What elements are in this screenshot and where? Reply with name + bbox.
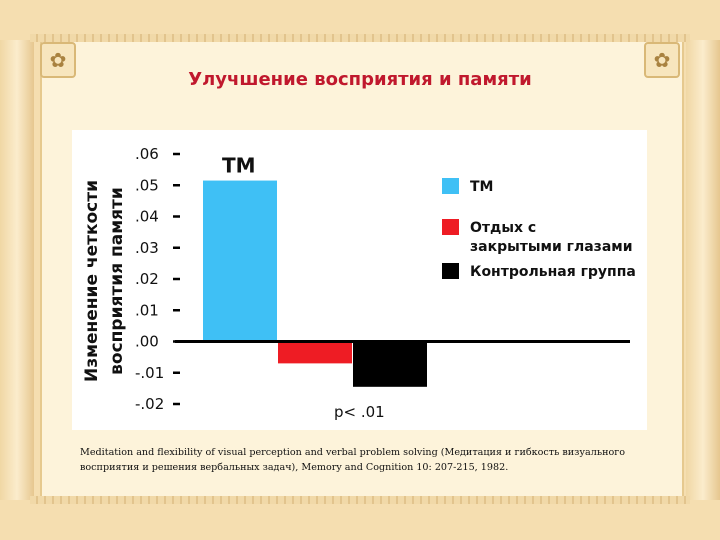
flower-ornament-icon: ✿: [644, 42, 680, 78]
bar-3: [353, 341, 427, 387]
y-axis-label: Изменение четкости: [82, 180, 102, 382]
y-tick-label: -.02: [135, 395, 164, 413]
y-tick-label: -.01: [135, 364, 164, 382]
bar-chart: Изменение четкости восприятия памяти .06 .0…: [82, 145, 636, 421]
flower-ornament-icon: ✿: [40, 42, 76, 78]
legend-label: Контрольная группа: [470, 264, 636, 280]
top-frieze-decoration: [30, 34, 690, 42]
legend-label: Отдых с: [470, 220, 536, 236]
y-tick-label: .00: [135, 333, 159, 351]
left-pillar-decoration: [0, 40, 34, 500]
citation: Meditation and flexibility of visual per…: [80, 447, 626, 474]
y-tick-label: .02: [135, 270, 159, 288]
right-pillar-decoration: [686, 40, 720, 500]
legend-label: ТМ: [470, 179, 493, 195]
y-tick-label: .05: [135, 176, 159, 194]
bar-annotation-label: ТМ: [222, 154, 256, 178]
legend-swatch: [442, 178, 459, 194]
y-tick-label: .01: [135, 301, 159, 319]
legend-label: закрытыми глазами: [470, 239, 633, 255]
y-tick-label: .03: [135, 239, 159, 257]
y-tick-label: .06: [135, 145, 159, 163]
bar-2: [278, 341, 352, 364]
significance-label: p< .01: [334, 403, 385, 421]
y-axis-label: восприятия памяти: [107, 187, 127, 375]
legend-swatch: [442, 263, 459, 279]
slide-title: Улучшение восприятия и памяти: [188, 69, 532, 90]
chart-card: Изменение четкости восприятия памяти .06 .0…: [72, 130, 647, 430]
legend-swatch: [442, 219, 459, 235]
y-tick-label: .04: [135, 208, 159, 226]
bottom-frieze-decoration: [30, 496, 690, 504]
bar-1: [203, 180, 277, 342]
